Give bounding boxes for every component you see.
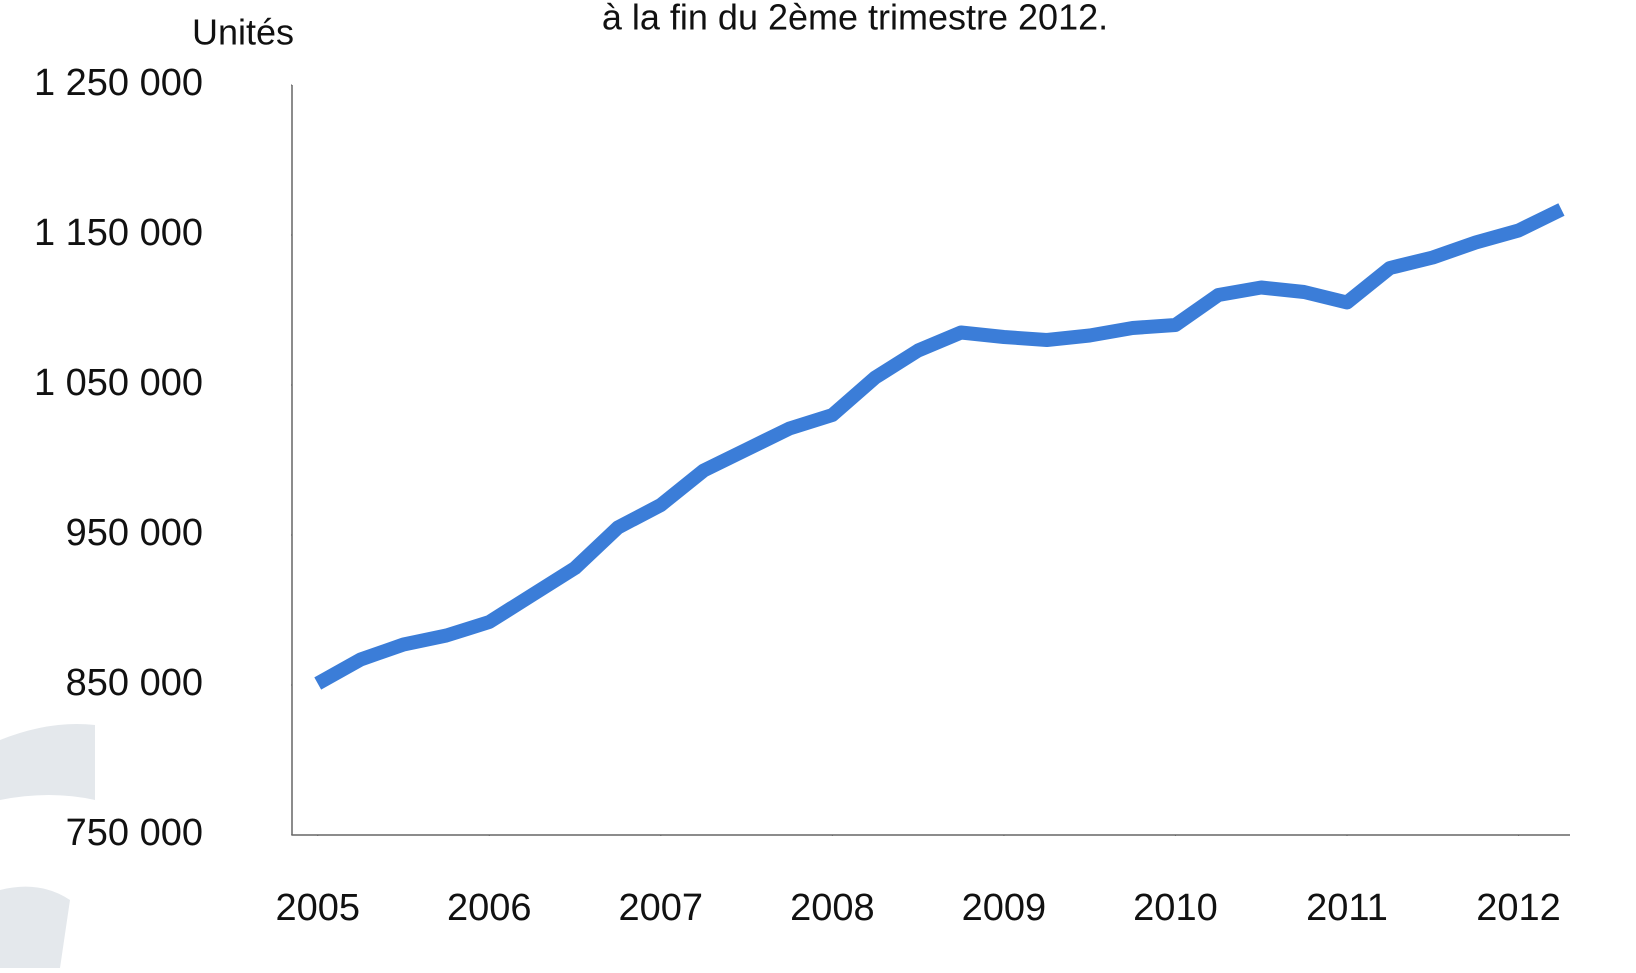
y-tick-label: 750 000 bbox=[66, 812, 203, 854]
chart-title: à la fin du 2ème trimestre 2012. bbox=[602, 0, 1108, 38]
x-tick-label: 2006 bbox=[447, 887, 532, 929]
watermark bbox=[0, 886, 70, 968]
series-line bbox=[314, 203, 1565, 690]
x-tick-label: 2009 bbox=[962, 887, 1047, 929]
y-tick-label: 1 050 000 bbox=[34, 362, 203, 404]
y-axis-label: Unités bbox=[192, 12, 294, 53]
x-tick-label: 2007 bbox=[619, 887, 704, 929]
x-tick-label: 2008 bbox=[790, 887, 875, 929]
y-tick-label: 950 000 bbox=[66, 512, 203, 554]
x-tick-label: 2005 bbox=[275, 887, 360, 929]
x-tick-label: 2012 bbox=[1476, 887, 1561, 929]
y-tick-label: 1 250 000 bbox=[34, 62, 203, 104]
y-tick-label: 1 150 000 bbox=[34, 212, 203, 254]
x-tick-label: 2011 bbox=[1306, 887, 1388, 929]
y-tick-label: 850 000 bbox=[66, 662, 203, 704]
x-tick-label: 2010 bbox=[1133, 887, 1218, 929]
watermark bbox=[0, 724, 95, 800]
